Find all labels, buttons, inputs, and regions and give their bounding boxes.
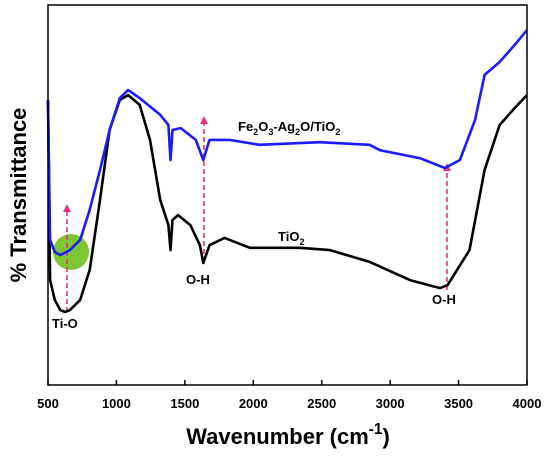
x-tick-label: 2500 (307, 396, 336, 411)
x-tick-label: 3000 (376, 396, 405, 411)
series-label: Fe2O3-Ag2O/TiO2 (238, 119, 340, 137)
x-tick-label: 1500 (170, 396, 199, 411)
x-tick-label: 500 (37, 396, 59, 411)
x-axis-label: Wavenumber (cm-1) (186, 421, 390, 449)
series-label: TiO2 (278, 229, 305, 247)
y-axis-label: % Transmittance (6, 108, 31, 283)
series-line (46, 93, 528, 314)
x-tick-label: 3500 (444, 396, 473, 411)
series-line (46, 29, 528, 257)
annotation: Ti-O (52, 316, 78, 331)
x-tick-label: 2000 (239, 396, 268, 411)
x-tick-label: 1000 (102, 396, 131, 411)
annotation: O-H (186, 272, 210, 287)
highlight-circle (53, 234, 89, 270)
plot-frame (47, 4, 528, 386)
x-tick-label: 4000 (513, 396, 542, 411)
annotation: O-H (432, 292, 456, 307)
